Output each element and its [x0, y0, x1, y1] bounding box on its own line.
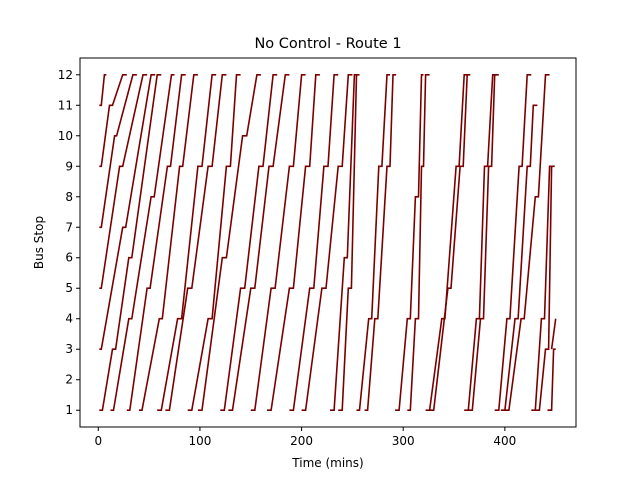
bus-trajectory-12 [187, 74, 241, 412]
bus-trajectory-24 [395, 74, 424, 412]
bus-trajectory-14 [220, 74, 278, 412]
plot-area [79, 57, 577, 428]
bus-trajectory-17 [267, 74, 320, 412]
series-layer [99, 74, 557, 412]
bus-trajectory-27 [429, 74, 471, 412]
y-axis-label: Bus Stop [32, 216, 46, 269]
x-tick-label: 100 [188, 434, 211, 448]
bus-trajectory-9 [139, 74, 198, 412]
x-tick-label: 300 [392, 434, 415, 448]
y-tick-label: 9 [65, 159, 73, 173]
bus-trajectory-26 [425, 74, 469, 412]
bus-trajectory-28 [464, 74, 497, 412]
x-tick-label: 400 [493, 434, 516, 448]
bus-trajectory-30 [494, 74, 532, 412]
x-tick-label: 200 [290, 434, 313, 448]
bus-trajectory-20 [330, 74, 358, 412]
bus-trajectory-31 [500, 104, 538, 412]
y-tick-label: 7 [65, 220, 73, 234]
bus-trajectory-23 [364, 74, 397, 412]
bus-trajectory-25 [407, 74, 430, 412]
x-axis-label: Time (mins) [291, 456, 363, 470]
y-tick-label: 3 [65, 342, 73, 356]
bus-trajectory-16 [250, 74, 306, 412]
bus-trajectory-2 [99, 74, 127, 168]
y-tick-label: 6 [65, 251, 73, 265]
y-tick-label: 10 [58, 129, 73, 143]
x-tick-label: 0 [94, 434, 102, 448]
bus-trajectory-10 [157, 74, 217, 412]
x-axis: 0 100 200 300 400 [94, 427, 516, 448]
bus-trajectory-29 [468, 74, 499, 412]
bus-trajectory-36 [547, 348, 556, 412]
bus-trajectory-3 [99, 74, 137, 229]
bus-trajectory-7 [110, 74, 175, 412]
bus-trajectory-11 [165, 74, 227, 412]
y-tick-label: 4 [65, 312, 73, 326]
bus-trajectory-8 [126, 74, 186, 412]
y-tick-label: 11 [58, 98, 73, 112]
bus-trajectory-15 [228, 74, 290, 412]
bus-trajectory-21 [338, 74, 360, 412]
bus-trajectory-5 [99, 74, 156, 351]
bus-trajectory-34 [535, 165, 555, 412]
y-tick-label: 8 [65, 190, 73, 204]
bus-trajectory-22 [356, 74, 390, 412]
y-tick-label: 5 [65, 281, 73, 295]
chart-title: No Control - Route 1 [254, 36, 401, 52]
bus-trajectory-32 [504, 74, 550, 412]
bus-trajectory-33 [531, 165, 553, 412]
bus-trajectory-4 [99, 74, 148, 290]
bus-trajectory-37 [550, 318, 557, 350]
y-tick-label: 2 [65, 373, 73, 387]
bus-trajectory-13 [197, 74, 261, 412]
bus-trajectory-19 [301, 74, 353, 412]
bus-trajectory-6 [99, 74, 162, 412]
bus-trajectory-1 [99, 74, 107, 107]
y-tick-label: 12 [58, 68, 73, 82]
y-tick-label: 1 [65, 403, 73, 417]
bus-trajectory-18 [289, 74, 339, 412]
